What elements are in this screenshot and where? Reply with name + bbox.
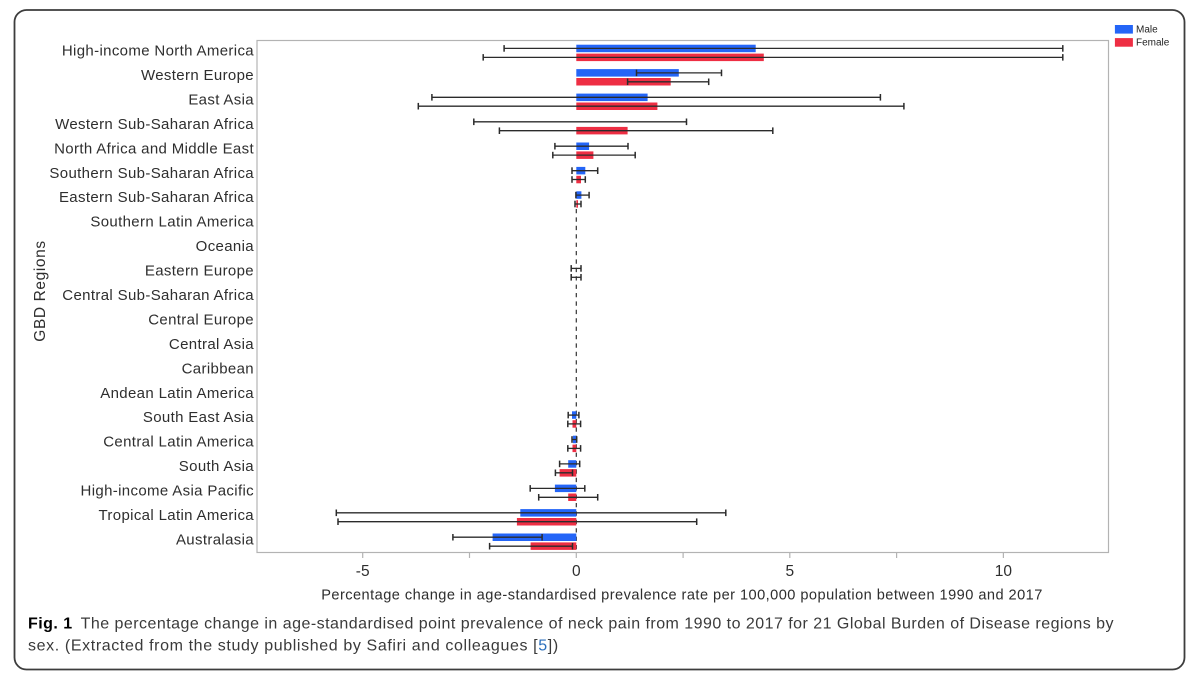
svg-text:10: 10 [995,563,1013,580]
svg-text:South East Asia: South East Asia [143,409,254,426]
svg-text:North Africa and Middle East: North Africa and Middle East [54,140,254,157]
svg-text:Eastern Europe: Eastern Europe [145,263,254,280]
svg-text:Male: Male [1136,25,1158,36]
svg-text:Caribbean: Caribbean [182,360,254,377]
svg-text:Tropical Latin America: Tropical Latin America [98,507,254,524]
svg-text:Southern Latin America: Southern Latin America [90,214,254,231]
svg-text:Central Latin America: Central Latin America [103,434,254,451]
svg-text:Oceania: Oceania [196,238,255,255]
svg-text:Southern Sub-Saharan Africa: Southern Sub-Saharan Africa [49,165,254,182]
svg-text:0: 0 [572,563,581,580]
svg-text:High-income North America: High-income North America [62,43,254,60]
svg-text:Central Sub-Saharan Africa: Central Sub-Saharan Africa [62,287,254,304]
svg-text:High-income Asia Pacific: High-income Asia Pacific [81,482,255,499]
svg-text:Central Asia: Central Asia [169,336,254,353]
svg-text:Eastern Sub-Saharan Africa: Eastern Sub-Saharan Africa [59,189,254,206]
svg-text:East Asia: East Asia [188,91,254,108]
svg-text:GBD Regions: GBD Regions [32,240,49,341]
svg-text:sex. (Extracted from the study: sex. (Extracted from the study published… [28,638,559,655]
svg-text:Percentage change in age-stand: Percentage change in age-standardised pr… [321,588,1043,604]
svg-text:Andean Latin America: Andean Latin America [100,385,254,402]
svg-text:South Asia: South Asia [179,458,255,475]
svg-text:Western Europe: Western Europe [141,67,254,84]
svg-text:Central Europe: Central Europe [148,311,254,328]
svg-text:Western Sub-Saharan Africa: Western Sub-Saharan Africa [55,116,254,133]
svg-text:-5: -5 [356,563,370,580]
svg-text:Australasia: Australasia [176,531,254,548]
svg-text:5: 5 [785,563,794,580]
svg-text:Female: Female [1136,38,1170,49]
